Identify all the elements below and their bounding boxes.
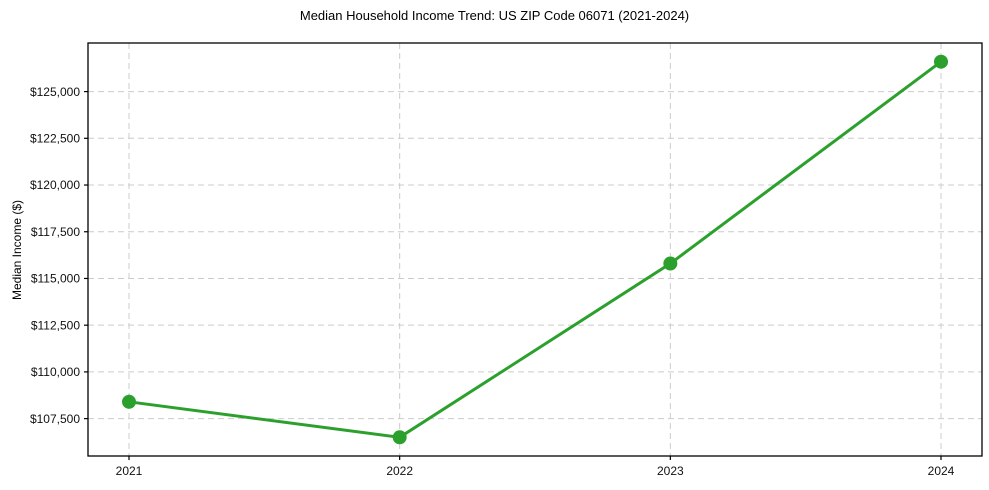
x-tick-label: 2023 xyxy=(657,464,684,478)
data-point xyxy=(122,394,136,409)
plot-frame xyxy=(87,42,983,457)
x-tick-label: 2024 xyxy=(928,464,955,478)
chart-title: Median Household Income Trend: US ZIP Co… xyxy=(299,8,690,23)
data-point xyxy=(663,256,678,271)
x-tick-label: 2022 xyxy=(386,464,413,478)
x-tick-label: 2021 xyxy=(116,464,143,478)
y-tick-label: $120,000 xyxy=(30,178,80,192)
y-tick-label: $107,500 xyxy=(30,412,80,426)
y-tick-label: $125,000 xyxy=(30,85,80,99)
y-tick-label: $112,500 xyxy=(31,318,80,332)
data-line xyxy=(127,60,943,439)
data-point xyxy=(934,54,948,69)
y-tick-label: $117,500 xyxy=(31,225,80,239)
y-tick-label: $110,000 xyxy=(31,365,80,379)
y-tick-label: $122,500 xyxy=(30,132,80,146)
data-point xyxy=(392,430,407,445)
y-tick-label: $115,000 xyxy=(31,272,80,286)
